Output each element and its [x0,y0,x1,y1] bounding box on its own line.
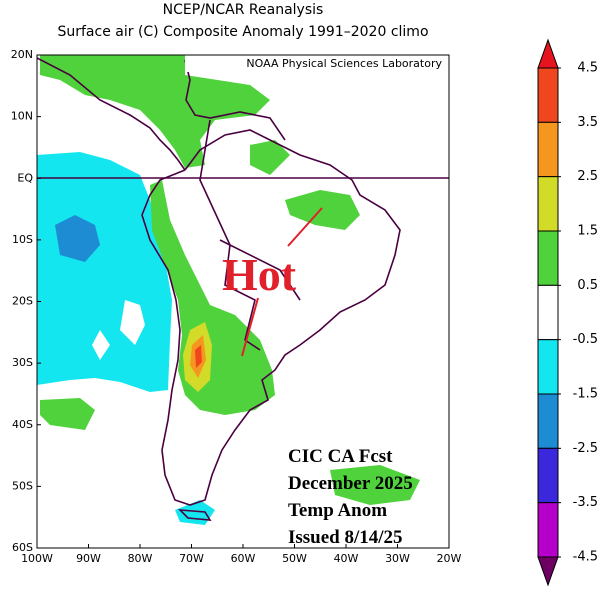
map-area: NOAA Physical Sciences Laboratory Hot CI… [37,55,449,548]
x-tick-label: 70W [179,552,204,565]
credit: NOAA Physical Sciences Laboratory [246,57,442,70]
colder-region [55,215,100,262]
warm-region [250,140,290,175]
x-tick-label: 60W [231,552,256,565]
x-tick-label: 90W [76,552,101,565]
colorbar-bin [537,339,559,395]
forecast-line: December 2025 [288,473,413,494]
x-tick-label: 50W [282,552,307,565]
colorbar-bin [537,230,559,286]
warm-region [40,55,270,168]
colorbar-label: 1.5 [577,224,598,239]
y-tick-label: EQ [17,171,33,184]
colorbar-label: -3.5 [573,495,598,510]
colorbar-label: 2.5 [577,169,598,184]
hot-label: Hot [222,249,297,300]
colorbar-label: -1.5 [573,387,598,402]
warm-region [40,398,95,430]
colorbar-bin [537,447,559,504]
forecast-line: CIC CA Fcst [288,446,393,467]
colorbar-label: -0.5 [573,332,598,347]
subtitle: Surface air (C) Composite Anomaly 1991–2… [57,24,428,40]
colorbar-bin [537,176,559,232]
forecast-line: Temp Anom [288,500,387,521]
y-tick-label: 20N [11,48,33,61]
credit-box [185,55,448,72]
x-tick-label: 80W [128,552,153,565]
colorbar-label: 3.5 [577,115,598,130]
y-tick-label: 40S [12,418,33,431]
y-tick-label: 10S [12,233,33,246]
colorbar-bin [537,67,559,123]
x-tick-label: 20W [437,552,462,565]
annotation-stroke [241,297,259,357]
colorbar-label: 4.5 [577,61,598,76]
colorbar-label: -2.5 [573,441,598,456]
colorbar-bin [537,121,559,178]
colorbar-bin [537,393,559,449]
colorbar-arrow [537,556,559,587]
warm-region [285,190,360,230]
y-tick-label: 20S [12,295,33,308]
colorbar-label: 0.5 [577,278,598,293]
y-tick-label: 30S [12,356,33,369]
colorbar-arrow [537,38,559,69]
forecast-line: Issued 8/14/25 [288,527,403,548]
warm-region [150,180,275,415]
y-tick-label: 60S [12,541,33,554]
y-tick-label: 50S [12,479,33,492]
x-tick-label: 100W [21,552,53,565]
hottest-region [195,345,202,368]
y-tick-label: 10N [11,110,33,123]
coastline [37,57,401,521]
title: NCEP/NCAR Reanalysis [163,2,324,18]
x-tick-label: 30W [385,552,410,565]
colorbar-bin [537,502,559,558]
colorbar-bin [537,284,559,341]
colorbar-label: -4.5 [573,550,598,565]
annotation-stroke [287,207,323,247]
warm-region [330,465,420,505]
x-tick-label: 40W [334,552,359,565]
neutral-patch [92,300,145,360]
